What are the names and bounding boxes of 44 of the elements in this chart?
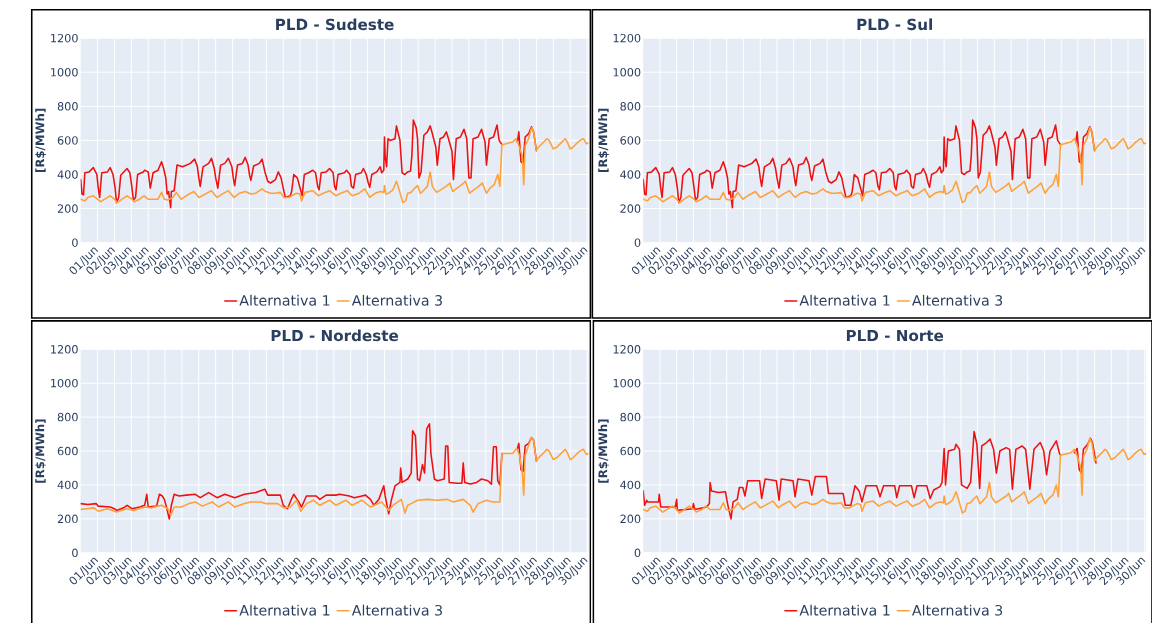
chart-title: PLD - Norte <box>846 329 944 342</box>
y-tick-label: 200 <box>57 204 78 213</box>
y-tick-label: 400 <box>620 170 641 179</box>
chart-title: PLD - Sul <box>857 18 932 31</box>
legend-label: Alternativa 3 <box>351 294 442 306</box>
y-tick-label: 0 <box>634 548 641 557</box>
y-tick-label: 400 <box>57 170 78 179</box>
legend-label: Alternativa 3 <box>912 604 1003 616</box>
y-axis-title: [R$/MWh] <box>598 419 609 483</box>
legend-label: Alternativa 1 <box>799 604 890 616</box>
y-axis-title: [R$/MWh] <box>35 419 46 483</box>
chart-title: PLD - Nordeste <box>271 329 399 342</box>
chart-title: PLD - Sudeste <box>276 18 394 31</box>
y-tick-label: 600 <box>620 446 641 456</box>
y-tick-label: 600 <box>620 136 641 145</box>
y-tick-label: 1000 <box>613 378 641 388</box>
y-tick-label: 800 <box>620 412 641 422</box>
y-tick-label: 200 <box>620 204 641 213</box>
y-tick-label: 800 <box>57 412 78 422</box>
y-tick-label: 1200 <box>51 33 78 43</box>
y-tick-label: 400 <box>57 480 78 490</box>
legend-label: Alternativa 3 <box>912 294 1003 306</box>
y-tick-label: 0 <box>72 548 78 557</box>
legend-label: Alternativa 1 <box>799 294 890 306</box>
y-tick-label: 1200 <box>613 344 641 354</box>
y-axis-title: [R$/MWh] <box>35 108 46 172</box>
y-tick-label: 0 <box>72 238 78 247</box>
y-tick-label: 200 <box>620 514 641 524</box>
y-tick-label: 1200 <box>613 33 641 43</box>
legend-label: Alternativa 1 <box>239 294 330 306</box>
y-tick-label: 200 <box>57 514 78 524</box>
legend-label: Alternativa 1 <box>239 604 330 616</box>
y-tick-label: 400 <box>620 480 641 490</box>
y-tick-label: 600 <box>57 446 78 456</box>
y-tick-label: 0 <box>634 238 641 247</box>
y-tick-label: 800 <box>57 101 78 111</box>
y-tick-label: 800 <box>620 101 641 111</box>
y-tick-label: 1200 <box>51 344 78 354</box>
y-tick-label: 600 <box>57 136 78 145</box>
y-tick-label: 1000 <box>51 67 78 77</box>
legend-label: Alternativa 3 <box>351 604 442 616</box>
y-tick-label: 1000 <box>51 378 78 388</box>
y-tick-label: 1000 <box>613 67 641 77</box>
y-axis-title: [R$/MWh] <box>598 108 609 172</box>
